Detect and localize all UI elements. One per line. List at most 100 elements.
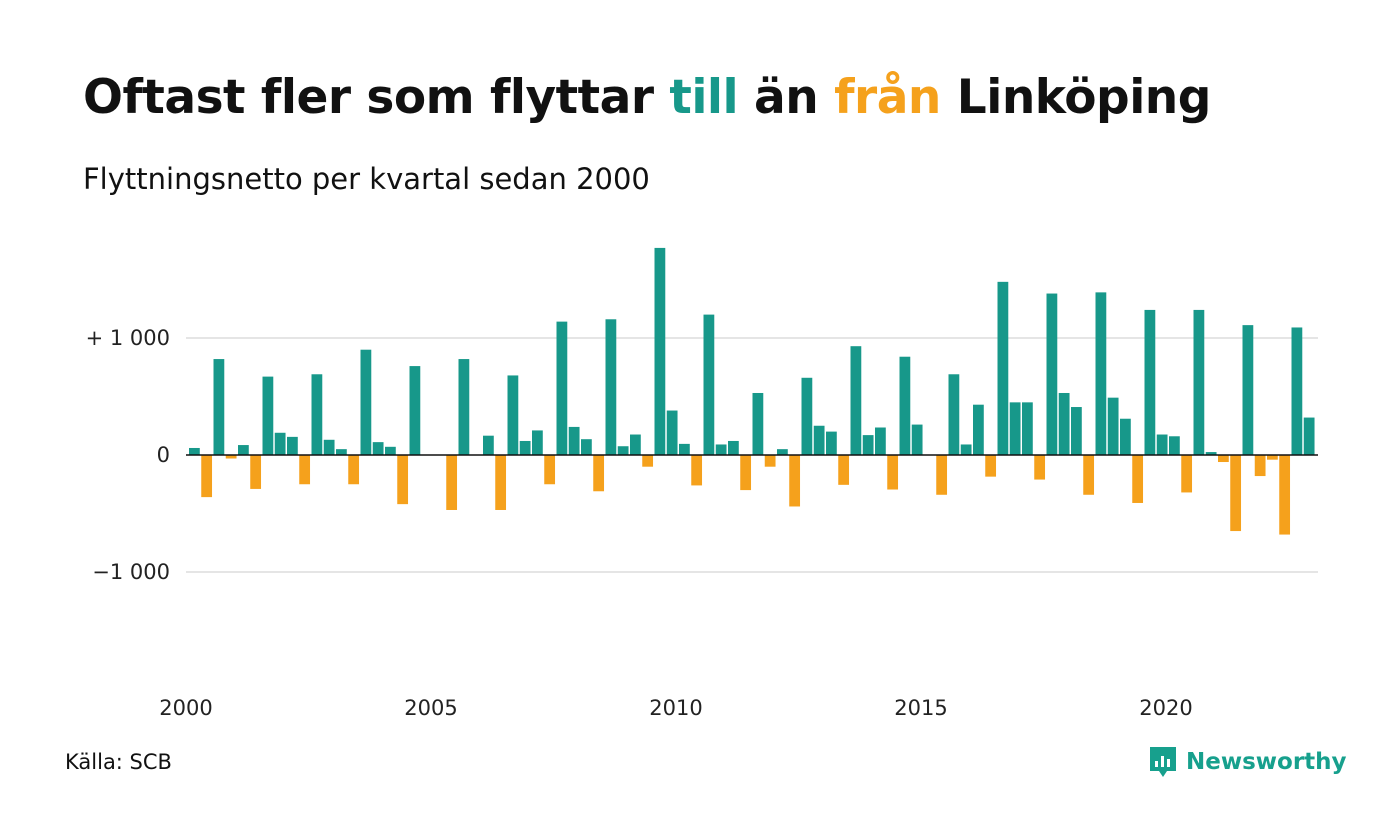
bar [1009,402,1021,455]
bar [238,445,249,456]
bar [360,349,372,455]
bar [1071,407,1082,455]
bar [777,449,788,455]
y-tick-label: + 1 000 [86,326,170,350]
bar [1046,293,1058,455]
bar [764,455,776,467]
bar [372,442,384,455]
x-tick-label: 2015 [894,696,947,720]
bar [262,376,274,455]
bar [1267,455,1278,460]
x-axis-ticks: 2000 2005 2010 2015 2020 [159,696,1192,720]
bar [679,443,690,455]
bar [605,319,617,455]
bar [299,455,311,485]
bar [630,434,641,455]
bar [519,440,531,455]
title-word-to: till [669,70,739,125]
bar [862,435,874,455]
bar [507,375,519,455]
x-tick-label: 2005 [404,696,457,720]
bar [1218,455,1229,463]
bar [225,455,237,459]
bar [1132,455,1144,503]
bar [654,247,666,455]
bar [1181,455,1193,493]
bar [911,424,923,455]
bar [801,377,813,455]
bar [752,392,764,455]
bar [483,435,494,455]
title-part-1: Oftast fler som flyttar [83,70,670,125]
bar [1107,397,1119,455]
title-word-from: från [834,70,941,125]
bar [1095,292,1107,455]
title-part-2: än [738,70,835,125]
bar [1193,309,1205,455]
bar [813,425,825,455]
bar [973,404,984,455]
bar [642,455,654,467]
newsworthy-logo-icon [1150,747,1176,777]
bar [728,440,739,455]
bar [850,346,862,455]
bar [899,356,911,455]
x-tick-label: 2010 [649,696,702,720]
chart-title: Oftast fler som flyttar till än från Lin… [83,70,1211,125]
bar [446,455,458,510]
bar [568,426,580,455]
bar [887,455,899,490]
bar [189,447,200,455]
bar [691,455,703,486]
bar [1156,434,1168,455]
bar [936,455,948,495]
bar [875,427,886,455]
bar [838,455,850,485]
bar [997,281,1009,455]
bar [1230,455,1242,532]
bar [593,455,605,492]
y-tick-label: −1 000 [92,560,170,584]
bar [385,446,396,455]
bar [1291,327,1303,455]
newsworthy-logo: Newsworthy [1148,745,1347,779]
bar [1242,325,1254,455]
bar [458,359,470,455]
x-tick-label: 2020 [1139,696,1192,720]
bar [201,455,213,498]
bar [250,455,262,489]
bar [1144,309,1156,455]
bar [213,359,225,455]
bar [703,314,715,455]
bar [1169,436,1180,455]
bar [826,431,837,455]
bar [948,374,960,455]
chart-subtitle: Flyttningsnetto per kvartal sedan 2000 [83,162,650,196]
bar [1279,455,1291,535]
bar [1205,452,1217,455]
bar [789,455,801,507]
bar [323,439,335,455]
bar [1058,392,1070,455]
title-part-3: Linköping [940,70,1212,125]
bar [960,444,972,455]
bar [495,455,507,510]
brand-name: Newsworthy [1186,749,1347,775]
bar [544,455,556,485]
bar [1254,455,1266,477]
bar [581,439,592,455]
bar [287,436,298,456]
bar [617,446,629,456]
bar [1120,418,1131,455]
bar [1303,417,1315,455]
bar [336,449,347,455]
bar [532,430,543,455]
bar [348,455,360,485]
bar [311,374,323,455]
bar [397,455,409,505]
bar [1083,455,1095,495]
grid-lines [186,337,1318,573]
bar [274,432,286,455]
bar [715,444,727,455]
bar [666,410,678,455]
